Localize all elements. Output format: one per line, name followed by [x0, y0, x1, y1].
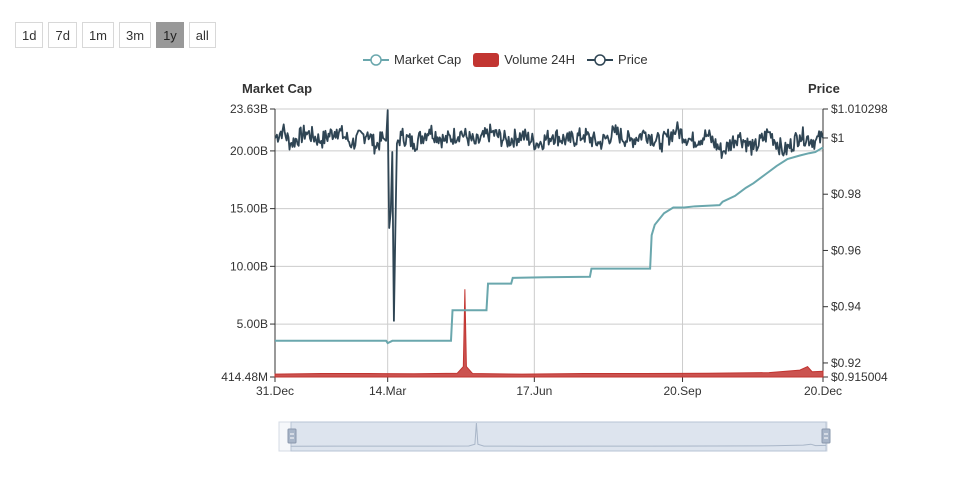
bar-marker-icon: [473, 52, 500, 67]
left-axis: 414.48M 5.00B 10.00B 15.00B 20.00B 23.63B: [221, 102, 276, 384]
left-tick-label: 20.00B: [230, 144, 268, 158]
right-tick-label: $0.96: [831, 243, 861, 257]
left-tick-label: 15.00B: [230, 202, 268, 216]
legend-label-price: Price: [618, 52, 648, 67]
series-volume-24h: [274, 289, 824, 378]
right-tick-label: $0.915004: [831, 370, 888, 384]
range-selector: 1d 7d 1m 3m 1y all: [15, 22, 216, 48]
chart-legend: Market Cap Volume 24H Price: [363, 52, 660, 67]
line-marker-icon: [587, 53, 614, 66]
range-button-7d[interactable]: 7d: [48, 22, 77, 48]
x-tick-label: 14.Mar: [369, 384, 406, 398]
series-layer: [274, 109, 824, 378]
x-tick-label: 17.Jun: [516, 384, 552, 398]
x-axis: 31.Dec 14.Mar 17.Jun 20.Sep 20.Dec: [256, 376, 842, 398]
slider-preview-line: [290, 422, 827, 447]
left-tick-label: 414.48M: [221, 370, 268, 384]
legend-label-market-cap: Market Cap: [394, 52, 462, 67]
range-button-1m[interactable]: 1m: [81, 22, 114, 48]
x-tick-label: 31.Dec: [256, 384, 294, 398]
right-tick-label: $0.94: [831, 300, 861, 314]
legend-item-price[interactable]: Price: [587, 52, 648, 67]
range-button-1y[interactable]: 1y: [156, 22, 184, 48]
left-tick-label: 23.63B: [230, 102, 268, 116]
left-axis-title: Market Cap: [242, 81, 313, 96]
series-market-cap: [275, 146, 824, 345]
right-tick-label: $0.92: [831, 356, 861, 370]
legend-label-volume: Volume 24H: [504, 52, 576, 67]
legend-item-volume[interactable]: Volume 24H: [473, 52, 575, 67]
range-button-3m[interactable]: 3m: [119, 22, 152, 48]
left-tick-label: 5.00B: [237, 317, 268, 331]
slider-handle-right: [821, 428, 831, 444]
right-axis: $0.915004$0.92 $0.94 $0.96 $0.98 $1 $1.010298: [822, 102, 888, 384]
x-tick-label: 20.Sep: [664, 384, 702, 398]
right-tick-label: $1: [831, 131, 845, 145]
line-marker-icon: [363, 53, 389, 66]
series-price: [274, 109, 824, 322]
range-button-1d[interactable]: 1d: [15, 22, 44, 48]
grid-lines: [274, 108, 824, 378]
right-tick-label: $0.98: [831, 187, 861, 201]
left-tick-label: 10.00B: [230, 259, 268, 273]
x-tick-label: 20.Dec: [804, 384, 842, 398]
right-axis-title: Price: [808, 81, 840, 96]
legend-item-market-cap[interactable]: Market Cap: [363, 52, 461, 67]
range-button-all[interactable]: all: [188, 22, 216, 48]
slider-handle-left: [287, 428, 297, 444]
right-tick-label: $1.010298: [831, 102, 888, 116]
data-zoom-slider[interactable]: [278, 421, 831, 452]
